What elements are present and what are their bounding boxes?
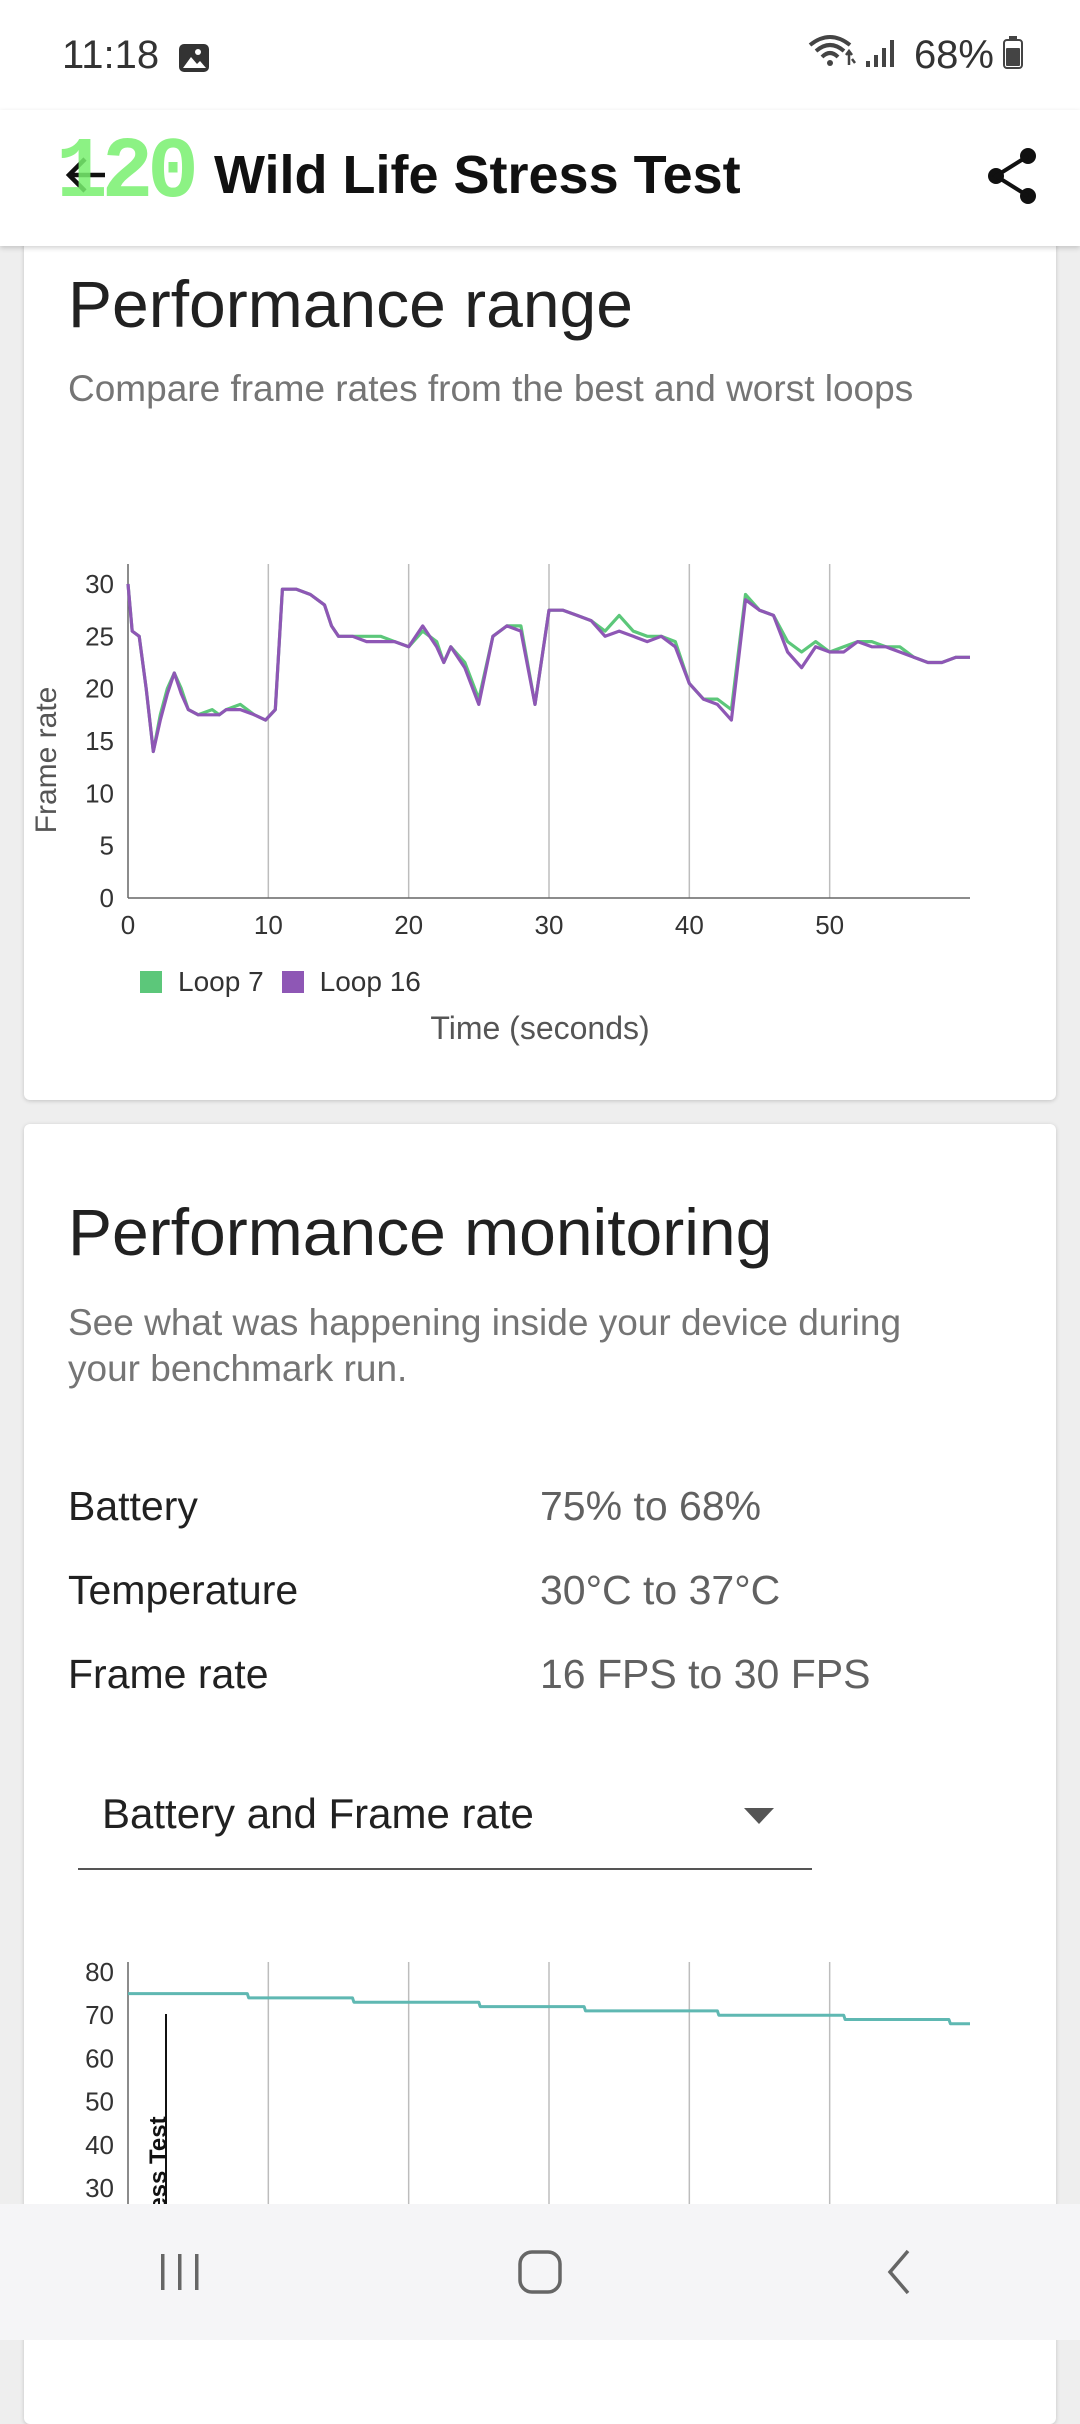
x-tick-label: 30 bbox=[535, 910, 564, 940]
system-back-button[interactable] bbox=[840, 2222, 960, 2322]
y-tick-label: 60 bbox=[85, 2043, 114, 2073]
x-tick-label: 10 bbox=[254, 910, 283, 940]
x-axis-title: Time (seconds) bbox=[430, 1010, 650, 1046]
y-tick-label: 5 bbox=[100, 831, 114, 861]
stat-row-battery: Battery 75% to 68% bbox=[68, 1464, 1008, 1548]
stat-label: Battery bbox=[68, 1482, 198, 1529]
subtitle-line: your benchmark run. bbox=[68, 1348, 408, 1389]
chart-metric-dropdown[interactable]: Battery and Frame rate bbox=[78, 1760, 812, 1870]
y-tick-label: 40 bbox=[85, 2130, 114, 2160]
stat-value: 16 FPS to 30 FPS bbox=[540, 1650, 871, 1697]
performance-range-title: Performance range bbox=[68, 267, 633, 341]
y-tick-label: 0 bbox=[100, 883, 114, 913]
share-button[interactable] bbox=[976, 140, 1048, 212]
app-bar: 120 Wild Life Stress Test bbox=[0, 110, 1080, 246]
frame-rate-chart: 0 5 10 15 20 25 30 0 10 20 30 40 50 Frame rate bbox=[30, 564, 970, 940]
y-tick-label: 30 bbox=[85, 2173, 114, 2203]
page-title: Wild Life Stress Test bbox=[214, 145, 741, 205]
legend-label: Loop 7 bbox=[178, 966, 264, 997]
y-axis-title: Frame rate bbox=[30, 687, 63, 834]
status-bar: 11:18 68% bbox=[0, 0, 1080, 110]
monitoring-stats: Battery 75% to 68% Temperature 30°C to 3… bbox=[68, 1464, 1008, 1716]
wifi-icon bbox=[808, 32, 856, 79]
y-tick-label: 70 bbox=[85, 2000, 114, 2030]
legend-item-loop-7[interactable]: Loop 7 bbox=[140, 966, 264, 998]
performance-range-card: Performance range Compare frame rates fr… bbox=[24, 200, 1056, 1100]
y-tick-label: 80 bbox=[85, 1957, 114, 1987]
y-tick-label: 30 bbox=[85, 569, 114, 599]
battery-icon bbox=[1002, 32, 1024, 79]
home-icon bbox=[518, 2250, 562, 2294]
x-tick-label: 20 bbox=[394, 910, 423, 940]
stat-value: 75% to 68% bbox=[540, 1482, 762, 1529]
y-tick-label: 10 bbox=[85, 778, 114, 808]
performance-monitoring-subtitle: See what was happening inside your devic… bbox=[68, 1300, 901, 1392]
clock: 11:18 bbox=[62, 32, 160, 77]
legend-swatch bbox=[140, 971, 162, 993]
stat-label: Frame rate bbox=[68, 1650, 269, 1697]
battery-percentage: 68% bbox=[913, 32, 994, 77]
stat-row-frame-rate: Frame rate 16 FPS to 30 FPS bbox=[68, 1632, 1008, 1716]
chart-legend: Loop 7 Loop 16 bbox=[140, 966, 439, 998]
stat-row-temperature: Temperature 30°C to 37°C bbox=[68, 1548, 1008, 1632]
stat-value: 30°C to 37°C bbox=[540, 1566, 781, 1613]
x-tick-label: 50 bbox=[815, 910, 844, 940]
home-button[interactable] bbox=[480, 2222, 600, 2322]
legend-item-loop-16[interactable]: Loop 16 bbox=[281, 966, 421, 998]
performance-range-subtitle: Compare frame rates from the best and wo… bbox=[68, 368, 914, 409]
recent-apps-icon bbox=[161, 2254, 199, 2290]
recent-apps-button[interactable] bbox=[120, 2222, 240, 2322]
series-line-battery bbox=[128, 1992, 970, 2026]
y-tick-label: 15 bbox=[85, 726, 114, 756]
legend-swatch bbox=[281, 971, 304, 993]
y-tick-label: 20 bbox=[85, 674, 114, 704]
y-tick-label: 50 bbox=[85, 2087, 114, 2117]
gallery-notification-icon bbox=[177, 38, 211, 72]
y-tick-label: 25 bbox=[85, 621, 114, 651]
signal-icon bbox=[864, 32, 900, 79]
share-icon bbox=[988, 148, 1036, 204]
system-navigation-bar bbox=[0, 2204, 1080, 2340]
stat-label: Temperature bbox=[68, 1566, 299, 1613]
performance-monitoring-title: Performance monitoring bbox=[68, 1195, 773, 1269]
subtitle-line: See what was happening inside your devic… bbox=[68, 1302, 902, 1343]
arrow-back-icon bbox=[65, 157, 105, 193]
dropdown-arrow-icon bbox=[744, 1808, 774, 1824]
legend-label: Loop 16 bbox=[319, 966, 421, 997]
chevron-left-icon bbox=[887, 2249, 910, 2295]
x-tick-label: 40 bbox=[675, 910, 704, 940]
series-line-loop-16 bbox=[126, 583, 970, 754]
dropdown-selected-value: Battery and Frame rate bbox=[102, 1790, 534, 1837]
back-button[interactable] bbox=[52, 140, 122, 210]
x-tick-label: 0 bbox=[121, 910, 135, 940]
